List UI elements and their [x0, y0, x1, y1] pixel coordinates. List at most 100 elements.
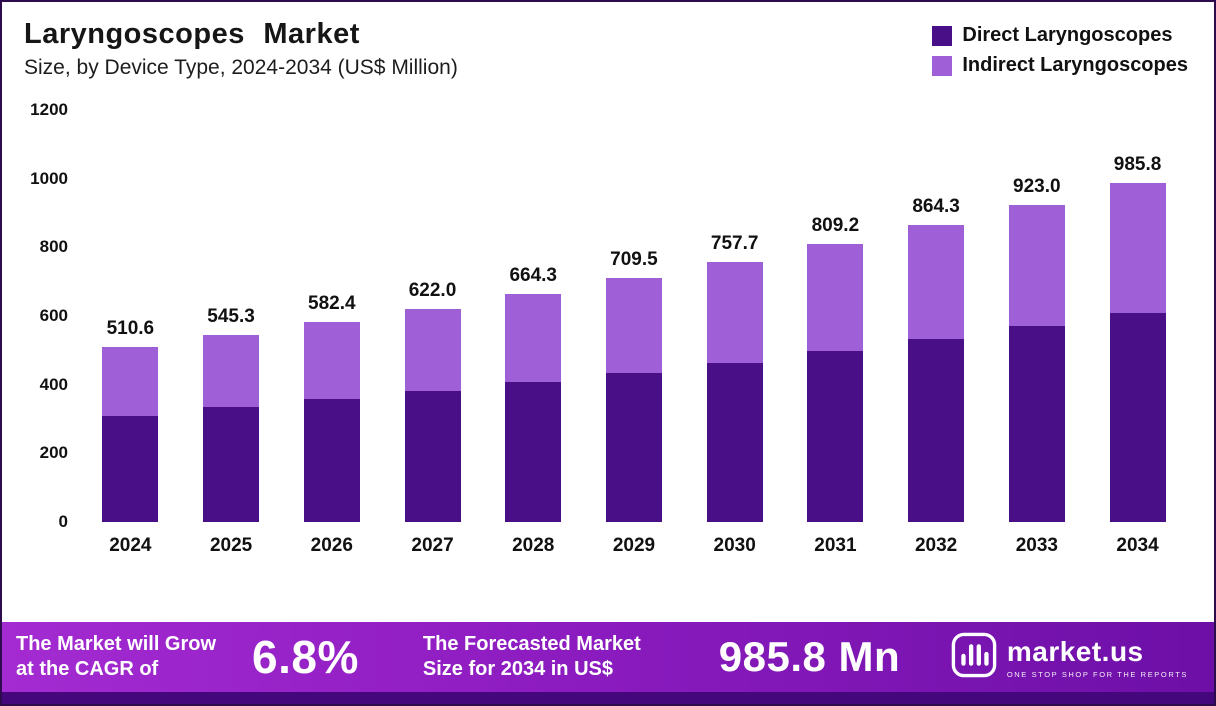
- legend-item-direct: Direct Laryngoscopes: [932, 24, 1188, 47]
- bar-value-label: 622.0: [408, 280, 457, 301]
- bar-stack: 985.8: [1109, 110, 1166, 522]
- x-tick-label: 2031: [814, 535, 857, 556]
- chart-legend: Direct Laryngoscopes Indirect Laryngosco…: [932, 18, 1188, 77]
- cagr-value: 6.8%: [252, 631, 359, 683]
- bar-group: 664.3 2028: [505, 110, 562, 557]
- page-title: Laryngoscopes Market: [24, 18, 360, 50]
- bottom-strip: [2, 692, 1214, 704]
- bar-value-label: 985.8: [1113, 154, 1162, 175]
- bar-value-label: 864.3: [912, 196, 960, 217]
- forecast-text-line2: Size for 2034 in US$: [422, 658, 613, 680]
- cagr-text-line2: at the CAGR of: [16, 658, 159, 680]
- bar-stack: 864.3: [908, 110, 965, 522]
- legend-label-direct: Direct Laryngoscopes: [962, 24, 1173, 46]
- x-tick-label: 2030: [713, 535, 756, 556]
- chart-area: 0 200 400 600 800 1000 1200 510.6 2024 545.3 2025…: [22, 100, 1188, 557]
- legend-swatch-indirect: [932, 55, 953, 76]
- bar-stack: 664.3: [505, 110, 562, 522]
- direct-segment: [1008, 326, 1065, 522]
- direct-segment: [706, 363, 763, 522]
- direct-segment: [505, 382, 562, 522]
- y-tick-label: 1200: [30, 100, 68, 119]
- logo-text-block: market.us ONE STOP SHOP FOR THE REPORTS: [1007, 636, 1188, 679]
- bottom-banner: The Market will Grow at the CAGR of 6.8%…: [2, 622, 1214, 692]
- direct-segment: [102, 416, 159, 522]
- indirect-segment: [203, 335, 260, 407]
- indirect-segment: [706, 262, 763, 363]
- bar-group: 622.0 2027: [404, 110, 461, 557]
- x-tick-label: 2027: [411, 535, 454, 556]
- indirect-segment: [605, 278, 662, 373]
- bar-group: 709.5 2029: [605, 110, 662, 557]
- direct-segment: [807, 351, 864, 522]
- indirect-segment: [908, 225, 965, 339]
- logo-tagline: ONE STOP SHOP FOR THE REPORTS: [1006, 669, 1188, 679]
- page-subtitle: Size, by Device Type, 2024-2034 (US$ Mil…: [24, 56, 458, 79]
- y-tick-label: 1000: [30, 168, 68, 188]
- legend-swatch-direct: [932, 25, 953, 46]
- x-tick-label: 2024: [109, 535, 152, 556]
- x-tick-label: 2026: [310, 535, 353, 556]
- forecast-value: 985.8 Mn: [718, 633, 901, 680]
- bar-value-label: 757.7: [710, 233, 759, 254]
- bar-stack: 709.5: [605, 110, 662, 522]
- bar-group: 582.4 2026: [303, 110, 360, 557]
- indirect-segment: [1008, 205, 1065, 326]
- indirect-segment: [303, 322, 360, 399]
- x-tick-label: 2034: [1116, 535, 1159, 556]
- y-tick-label: 800: [39, 237, 68, 257]
- bar-value-label: 709.5: [610, 249, 658, 270]
- x-tick-label: 2028: [512, 535, 555, 556]
- y-tick-label: 200: [39, 443, 68, 463]
- bar-group: 985.8 2034: [1109, 110, 1166, 557]
- market-us-logo-icon: [951, 632, 997, 683]
- title-block: Laryngoscopes Market Size, by Device Typ…: [24, 18, 458, 80]
- indirect-segment: [807, 244, 864, 351]
- indirect-segment: [102, 347, 159, 416]
- bar-group: 545.3 2025: [203, 110, 260, 557]
- bar-value-label: 923.0: [1013, 176, 1061, 197]
- bar-value-label: 545.3: [207, 306, 255, 327]
- x-tick-label: 2032: [914, 535, 958, 556]
- indirect-segment: [404, 309, 461, 391]
- bar-stack: 809.2: [807, 110, 864, 522]
- bar-group: 510.6 2024: [102, 110, 159, 557]
- y-tick-label: 600: [39, 306, 68, 325]
- x-tick-label: 2033: [1015, 535, 1058, 556]
- direct-segment: [1109, 313, 1166, 522]
- logo-name: market.us: [1006, 635, 1144, 667]
- x-tick-label: 2029: [612, 535, 656, 556]
- plot-area: 510.6 2024 545.3 2025 582.4 2026 622.0 2027 664.…: [80, 110, 1188, 557]
- bar-value-label: 809.2: [811, 215, 860, 236]
- forecast-text-line1: The Forecasted Market: [422, 633, 641, 655]
- bar-stack: 582.4: [303, 110, 360, 522]
- y-axis: 0 200 400 600 800 1000 1200: [22, 100, 80, 531]
- direct-segment: [605, 373, 662, 522]
- legend-item-indirect: Indirect Laryngoscopes: [932, 54, 1188, 77]
- bar-group: 864.3 2032: [908, 110, 965, 557]
- bar-stack: 545.3: [203, 110, 260, 522]
- bar-group: 757.7 2030: [706, 110, 763, 557]
- x-tick-label: 2025: [209, 535, 253, 556]
- indirect-segment: [1109, 183, 1166, 313]
- bar-stack: 757.7: [706, 110, 763, 522]
- y-tick-label: 0: [58, 512, 68, 531]
- header: Laryngoscopes Market Size, by Device Typ…: [2, 2, 1214, 80]
- y-tick-label: 400: [39, 374, 68, 394]
- market-us-logo[interactable]: market.us ONE STOP SHOP FOR THE REPORTS: [951, 632, 1188, 683]
- bar-stack: 923.0: [1008, 110, 1065, 522]
- bar-stack: 510.6: [102, 110, 159, 522]
- direct-segment: [908, 339, 965, 522]
- legend-label-indirect: Indirect Laryngoscopes: [962, 54, 1188, 76]
- direct-segment: [203, 407, 260, 522]
- bar-value-label: 664.3: [509, 265, 557, 286]
- direct-segment: [303, 399, 360, 522]
- bar-group: 923.0 2033: [1008, 110, 1065, 557]
- bar-stack: 622.0: [404, 110, 461, 522]
- direct-segment: [404, 391, 461, 522]
- bar-value-label: 510.6: [106, 318, 155, 339]
- forecast-text: The Forecasted Market Size for 2034 in U…: [423, 632, 641, 682]
- cagr-text-line1: The Market will Grow: [16, 633, 217, 655]
- bar-group: 809.2 2031: [807, 110, 864, 557]
